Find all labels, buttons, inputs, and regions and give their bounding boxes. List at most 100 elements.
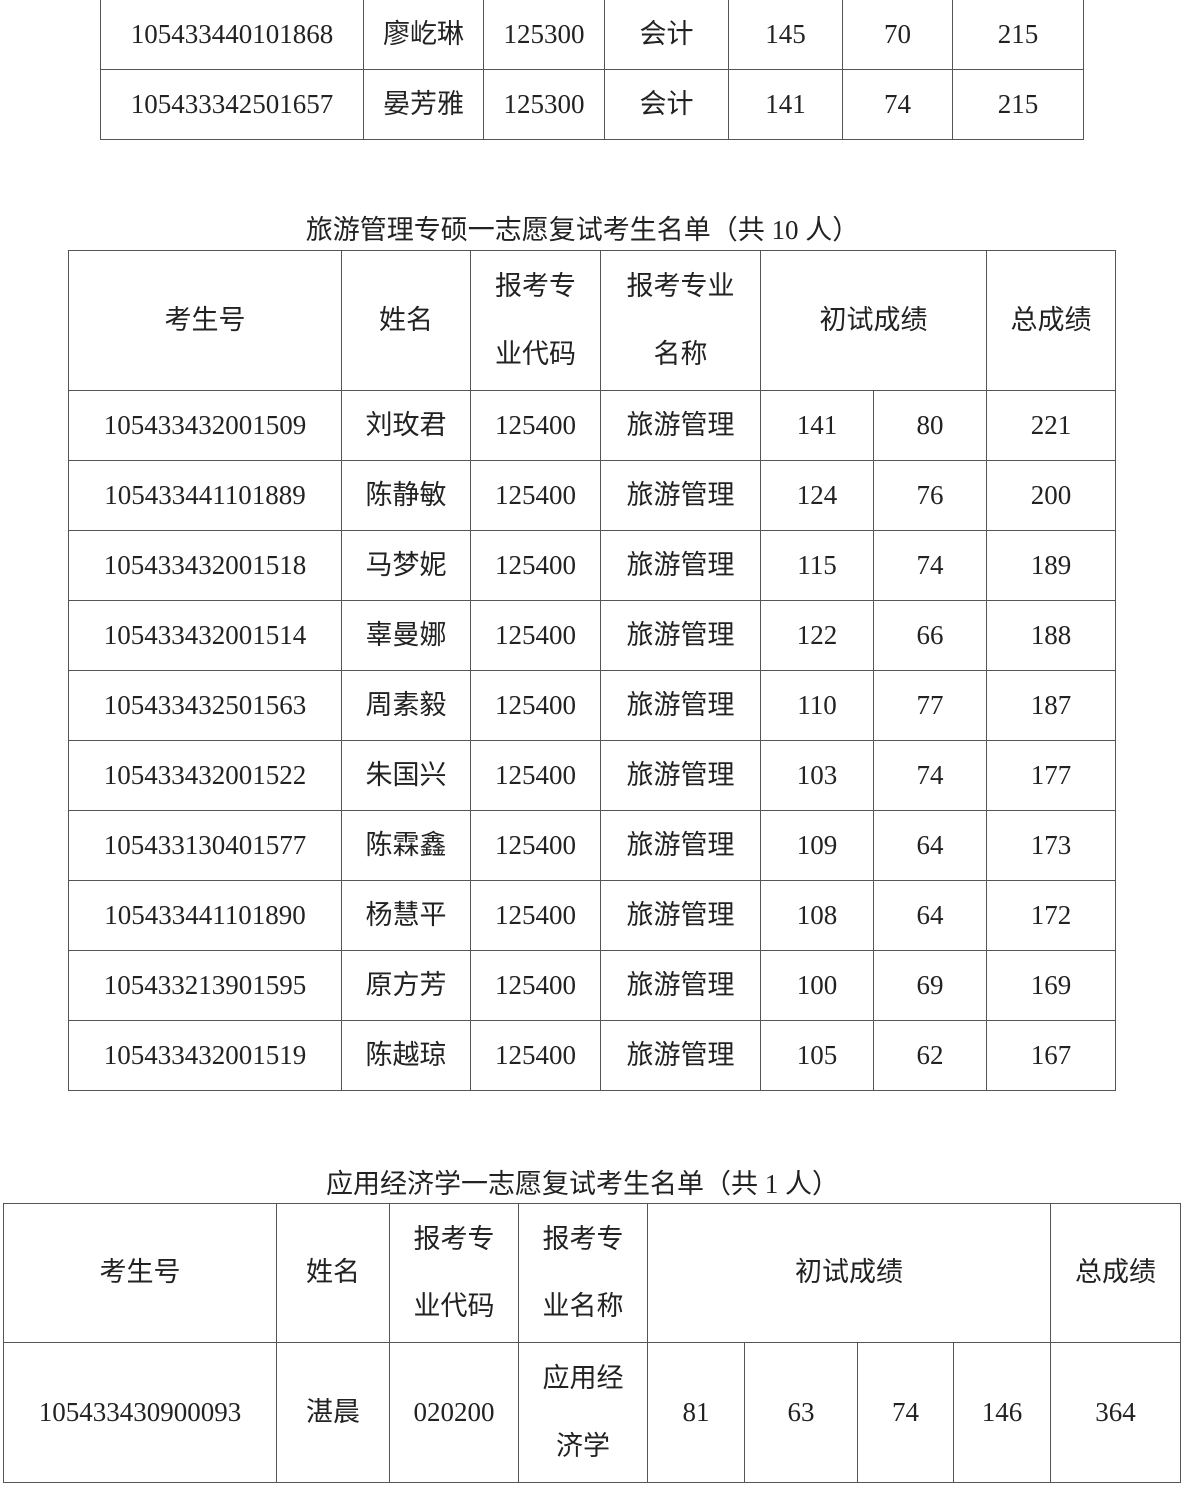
table-cell: 108 (760, 880, 874, 951)
table-row: 105433441101890 杨慧平 125400 旅游管理 108 64 172 (68, 880, 1116, 951)
table-cell: 141 (728, 69, 843, 140)
table-cell: 77 (873, 670, 987, 741)
table-cell: 74 (873, 530, 987, 601)
table-cell: 70 (842, 0, 953, 70)
table-cell: 167 (986, 1020, 1116, 1091)
table-cell: 62 (873, 1020, 987, 1091)
table-cell: 221 (986, 390, 1116, 461)
table-cell: 74 (873, 740, 987, 811)
table-cell: 100 (760, 950, 874, 1021)
table-cell: 廖屹琳 (363, 0, 484, 70)
table-cell: 旅游管理 (600, 670, 761, 741)
table-cell: 80 (873, 390, 987, 461)
table-cell: 旅游管理 (600, 880, 761, 951)
table-cell: 125400 (470, 950, 601, 1021)
table-cell: 173 (986, 810, 1116, 881)
header-code: 报考专业代码 (389, 1203, 519, 1343)
table-cell: 63 (744, 1342, 858, 1483)
table-cell: 晏芳雅 (363, 69, 484, 140)
table-cell: 141 (760, 390, 874, 461)
table-cell: 原方芳 (341, 950, 471, 1021)
table-cell: 旅游管理 (600, 390, 761, 461)
header-prelim: 初试成绩 (760, 250, 987, 391)
table-cell: 122 (760, 600, 874, 671)
table-cell: 124 (760, 460, 874, 531)
tourism-table: 考生号 姓名 报考专业代码 报考专业名称 初试成绩 总成绩 1054334320… (68, 250, 1116, 1091)
table-cell: 湛晨 (276, 1342, 390, 1483)
table-cell: 105433130401577 (68, 810, 342, 881)
table-cell: 105433432001509 (68, 390, 342, 461)
table-cell: 69 (873, 950, 987, 1021)
table-cell: 145 (728, 0, 843, 70)
table-row: 105433432001522 朱国兴 125400 旅游管理 103 74 177 (68, 740, 1116, 811)
table-cell: 125400 (470, 460, 601, 531)
table-row: 105433430900093 湛晨 020200 应用经济学 81 63 74 146 364 (3, 1342, 1181, 1483)
table-cell: 74 (842, 69, 953, 140)
table-row: 105433432001509 刘玫君 125400 旅游管理 141 80 221 (68, 390, 1116, 461)
table-cell: 105 (760, 1020, 874, 1091)
table-cell: 105433432001518 (68, 530, 342, 601)
table-cell: 陈霖鑫 (341, 810, 471, 881)
table-cell: 76 (873, 460, 987, 531)
table-cell: 105433432001522 (68, 740, 342, 811)
table-cell: 105433432001519 (68, 1020, 342, 1091)
table-cell: 马梦妮 (341, 530, 471, 601)
table-cell: 169 (986, 950, 1116, 1021)
table-cell: 146 (953, 1342, 1051, 1483)
table-cell: 会计 (604, 69, 729, 140)
table-row: 105433432001514 辜曼娜 125400 旅游管理 122 66 188 (68, 600, 1116, 671)
table-row: 105433432501563 周素毅 125400 旅游管理 110 77 187 (68, 670, 1116, 741)
table-cell: 115 (760, 530, 874, 601)
table-cell: 125400 (470, 810, 601, 881)
table-cell: 105433440101868 (100, 0, 364, 70)
table-cell: 103 (760, 740, 874, 811)
table-row: 105433213901595 原方芳 125400 旅游管理 100 69 169 (68, 950, 1116, 1021)
table-cell: 105433342501657 (100, 69, 364, 140)
table-cell: 66 (873, 600, 987, 671)
table-cell: 81 (647, 1342, 745, 1483)
table-row: 105433432001519 陈越琼 125400 旅游管理 105 62 167 (68, 1020, 1116, 1091)
table-cell: 109 (760, 810, 874, 881)
table-cell: 105433432001514 (68, 600, 342, 671)
tourism-table-title: 旅游管理专硕一志愿复试考生名单（共 10 人） (305, 215, 860, 245)
table-row: 105433441101889 陈静敏 125400 旅游管理 124 76 200 (68, 460, 1116, 531)
table-row: 105433440101868 廖屹琳 125300 会计 145 70 215 (100, 0, 1084, 70)
table-cell: 74 (857, 1342, 954, 1483)
header-total: 总成绩 (1050, 1203, 1181, 1343)
table-cell: 189 (986, 530, 1116, 601)
table-row: 105433130401577 陈霖鑫 125400 旅游管理 109 64 173 (68, 810, 1116, 881)
header-major: 报考专业名称 (600, 250, 761, 391)
table-cell: 105433213901595 (68, 950, 342, 1021)
table-cell: 187 (986, 670, 1116, 741)
header-id: 考生号 (3, 1203, 277, 1343)
table-cell: 020200 (389, 1342, 519, 1483)
econ-table: 考生号 姓名 报考专业代码 报考专业名称 初试成绩 总成绩 1054334309… (3, 1203, 1181, 1483)
header-name: 姓名 (341, 250, 471, 391)
table-cell: 旅游管理 (600, 1020, 761, 1091)
table-row: 105433432001518 马梦妮 125400 旅游管理 115 74 189 (68, 530, 1116, 601)
table-cell: 125400 (470, 390, 601, 461)
table-cell: 朱国兴 (341, 740, 471, 811)
table-cell: 旅游管理 (600, 950, 761, 1021)
table-cell: 110 (760, 670, 874, 741)
table-cell: 105433441101890 (68, 880, 342, 951)
econ-table-title: 应用经济学一志愿复试考生名单（共 1 人） (326, 1169, 839, 1199)
table-cell: 125400 (470, 1020, 601, 1091)
table-cell: 125300 (483, 0, 605, 70)
header-total: 总成绩 (986, 250, 1116, 391)
table-cell: 刘玫君 (341, 390, 471, 461)
table-cell: 旅游管理 (600, 600, 761, 671)
table-cell: 172 (986, 880, 1116, 951)
header-code: 报考专业代码 (470, 250, 601, 391)
table-cell: 125400 (470, 600, 601, 671)
table-cell: 105433441101889 (68, 460, 342, 531)
table-cell: 陈越琼 (341, 1020, 471, 1091)
table-cell: 辜曼娜 (341, 600, 471, 671)
table-cell: 64 (873, 810, 987, 881)
table-cell: 105433432501563 (68, 670, 342, 741)
table-cell: 旅游管理 (600, 740, 761, 811)
header-id: 考生号 (68, 250, 342, 391)
table-cell: 125400 (470, 880, 601, 951)
table-cell: 旅游管理 (600, 530, 761, 601)
header-name: 姓名 (276, 1203, 390, 1343)
